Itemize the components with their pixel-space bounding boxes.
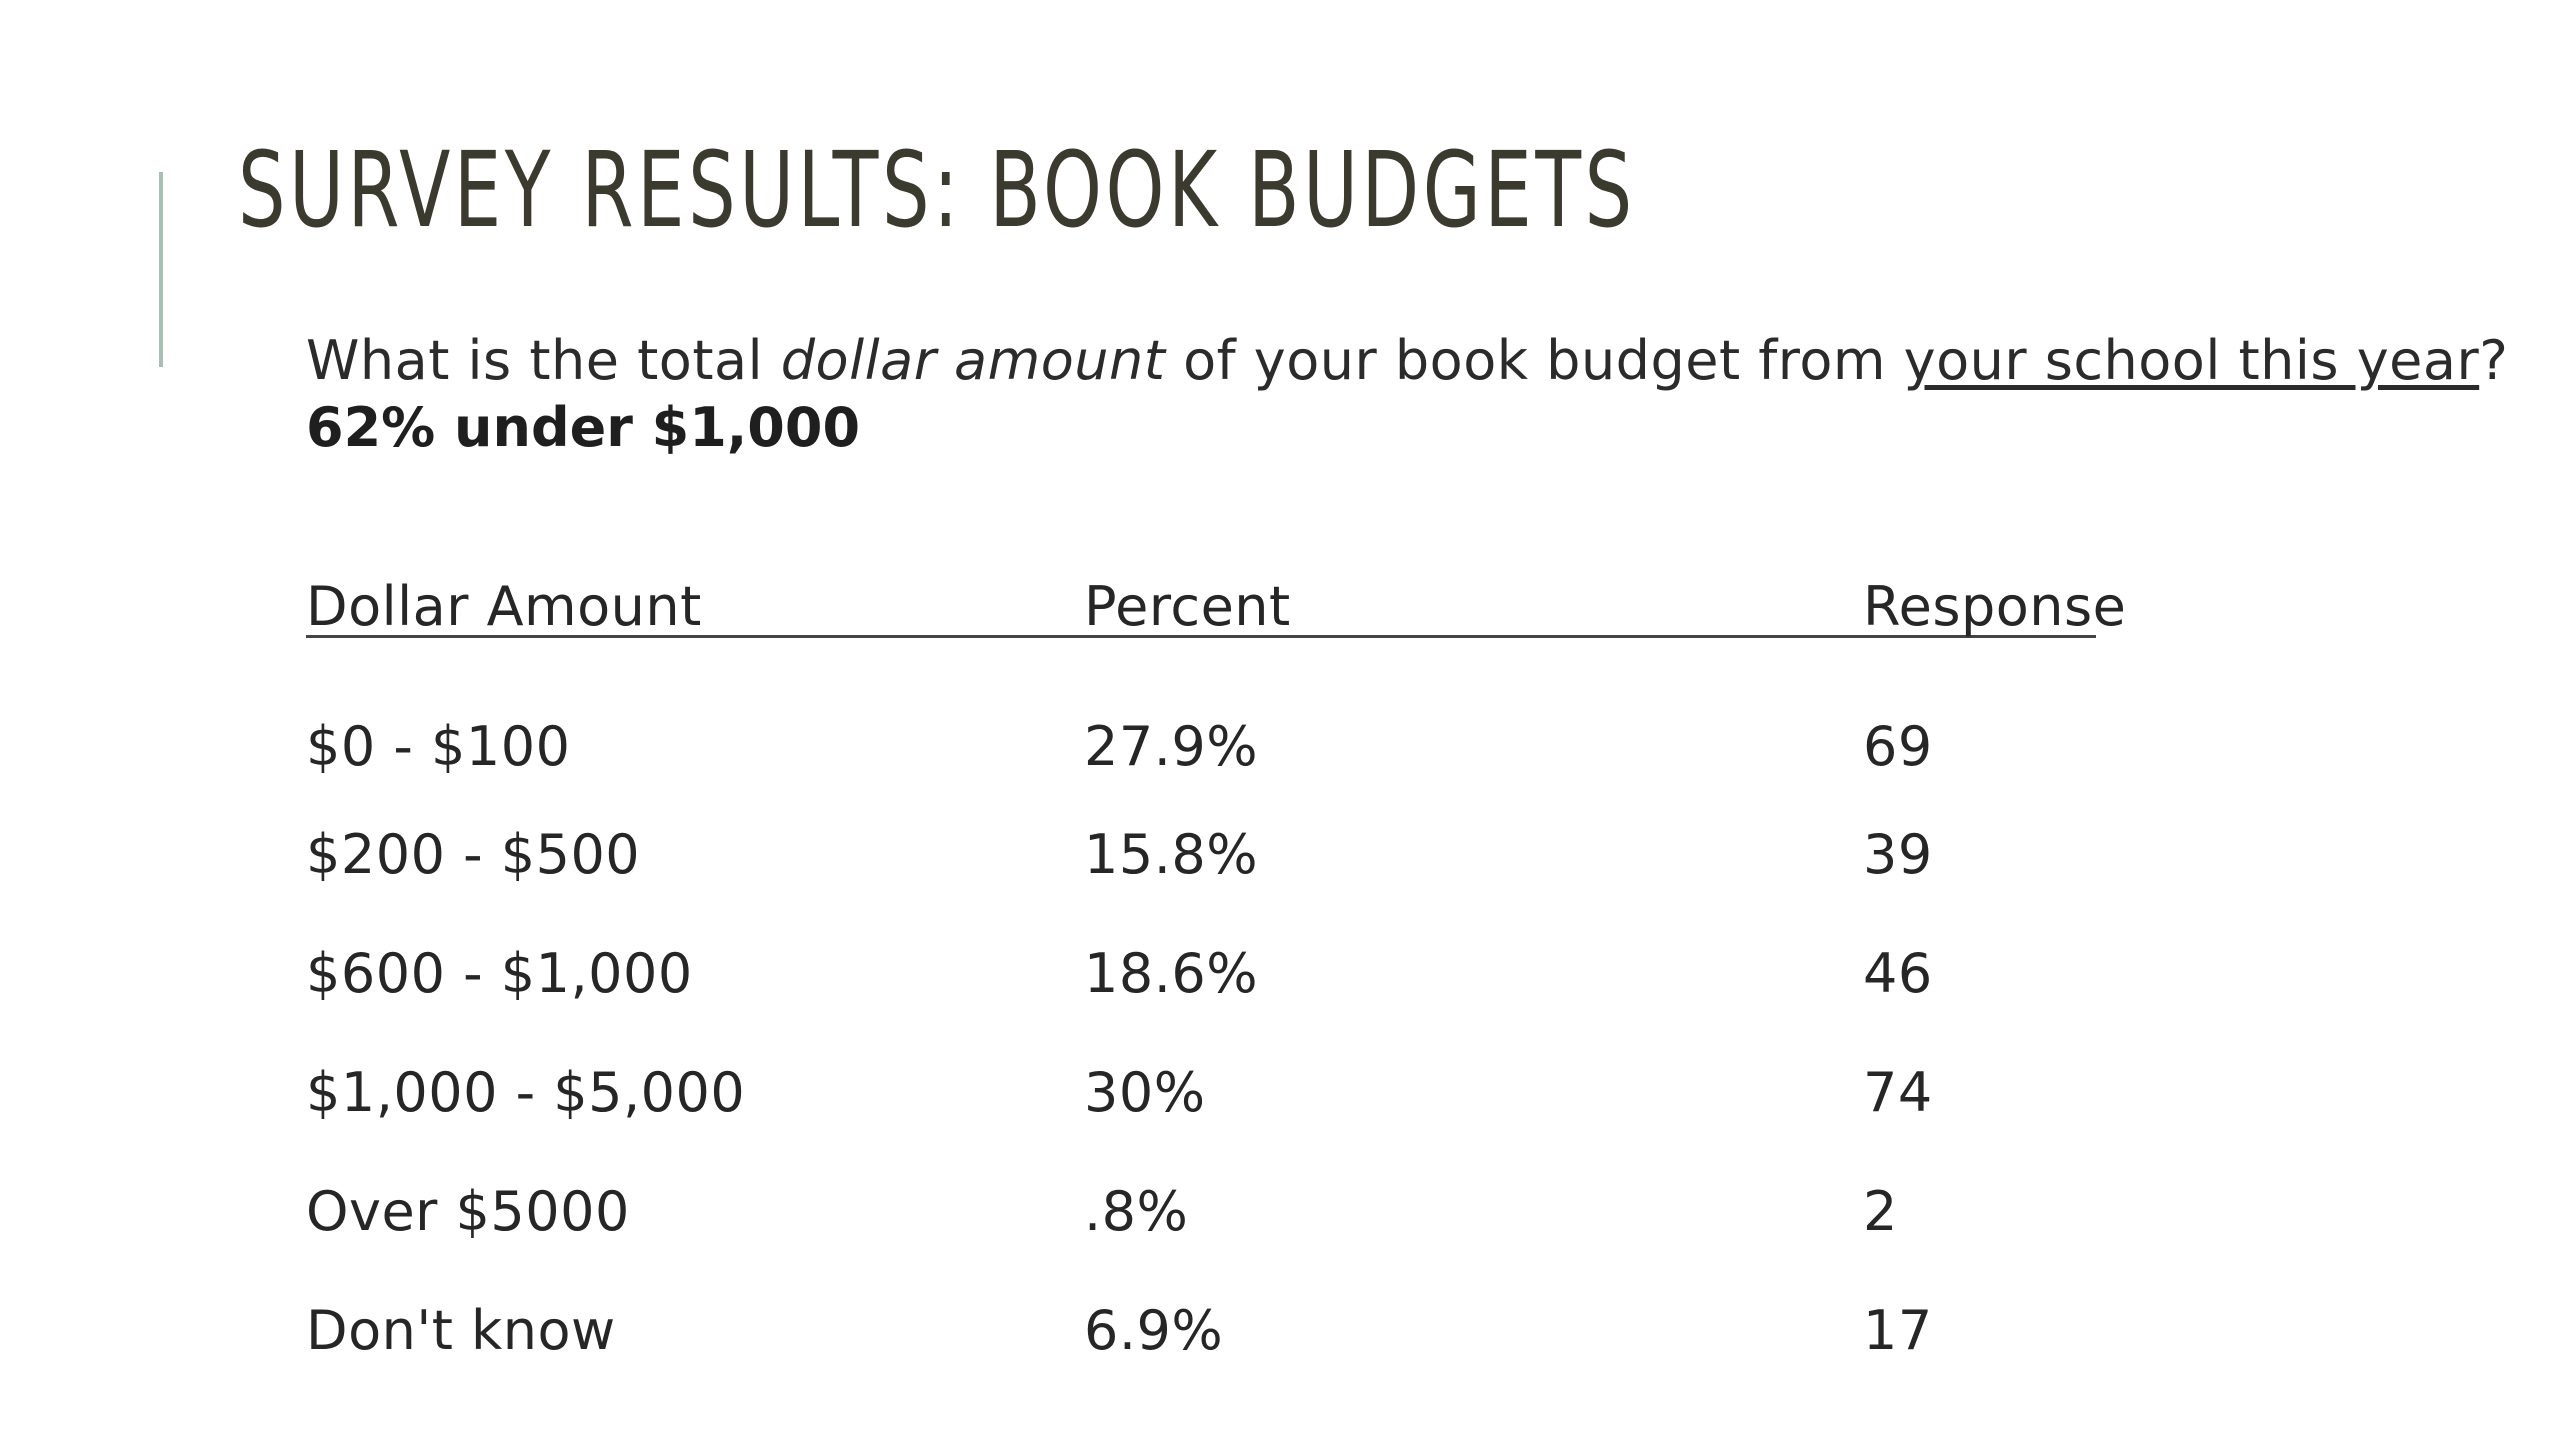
question-italic-text: dollar amount — [780, 329, 1166, 392]
cell-response: 69 — [1863, 715, 1933, 778]
question-text-2: of your book budget from — [1165, 329, 1904, 392]
cell-dollar-amount: $1,000 - $5,000 — [306, 1061, 746, 1124]
cell-dollar-amount: Over $5000 — [306, 1180, 630, 1243]
cell-percent: 30% — [1084, 1061, 1206, 1124]
cell-response: 39 — [1863, 823, 1933, 886]
summary-statement: 62% under $1,000 — [306, 396, 861, 459]
table-row: $200 - $500 15.8% 39 — [306, 823, 2096, 893]
cell-dollar-amount: Don't know — [306, 1299, 616, 1362]
header-dollar-amount: Dollar Amount — [306, 575, 702, 638]
cell-percent: 27.9% — [1084, 715, 1259, 778]
table-row: $0 - $100 27.9% 69 — [306, 715, 2096, 785]
header-response: Response — [1863, 575, 2127, 638]
table-header: Dollar Amount Percent Response — [306, 575, 2126, 638]
slide-title: Survey Results: Book Budgets — [238, 129, 1636, 251]
table-row: Over $5000 .8% 2 — [306, 1180, 2096, 1250]
table-row: $600 - $1,000 18.6% 46 — [306, 942, 2096, 1012]
question-text-3: ? — [2479, 329, 2509, 392]
question-text-1: What is the total — [306, 329, 781, 392]
cell-response: 74 — [1863, 1061, 1933, 1124]
table-row: Don't know 6.9% 17 — [306, 1299, 2096, 1369]
budget-table: Dollar Amount Percent Response $0 - $100… — [306, 575, 2126, 1362]
cell-dollar-amount: $0 - $100 — [306, 715, 571, 778]
accent-bar — [159, 172, 163, 367]
cell-percent: 15.8% — [1084, 823, 1259, 886]
cell-response: 2 — [1863, 1180, 1898, 1243]
table-row: $1,000 - $5,000 30% 74 — [306, 1061, 2096, 1131]
question-underlined-text: your school this year — [1903, 329, 2480, 392]
cell-percent: 18.6% — [1084, 942, 1259, 1005]
header-percent: Percent — [1084, 575, 1291, 638]
survey-question: What is the total dollar amount of your … — [306, 326, 2508, 396]
cell-response: 17 — [1863, 1299, 1933, 1362]
cell-dollar-amount: $600 - $1,000 — [306, 942, 693, 1005]
cell-percent: 6.9% — [1084, 1299, 1224, 1362]
cell-dollar-amount: $200 - $500 — [306, 823, 641, 886]
cell-percent: .8% — [1084, 1180, 1189, 1243]
cell-response: 46 — [1863, 942, 1933, 1005]
